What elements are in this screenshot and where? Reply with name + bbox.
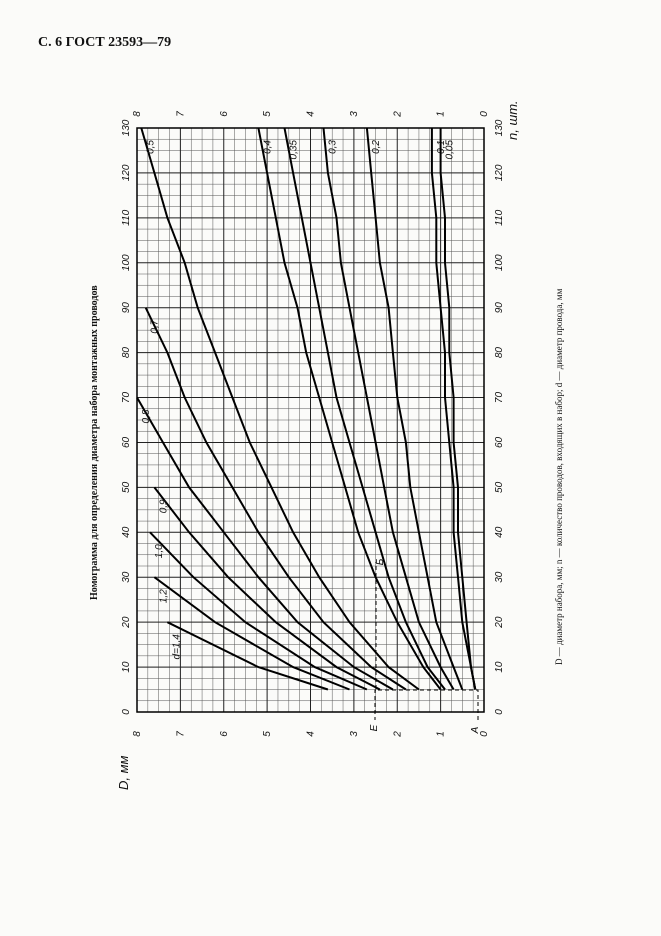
y-tick-label: 5	[262, 731, 273, 737]
curve-label: 1,2	[158, 589, 169, 603]
y-tick-label: 0	[479, 731, 490, 737]
curve	[144, 307, 407, 691]
curve	[149, 531, 368, 691]
x-tick-label-right: 90	[494, 302, 505, 314]
x-tick-label: 80	[121, 347, 132, 359]
x-tick-label-right: 130	[494, 119, 505, 136]
y-tick-label: 8	[132, 731, 143, 737]
y-tick-label: 4	[306, 731, 317, 737]
x-tick-label: 40	[121, 526, 132, 538]
x-tick-label: 10	[121, 661, 132, 673]
x-tick-label-right: 80	[494, 347, 505, 359]
x-tick-label-right: 10	[494, 661, 505, 673]
x-axis-label: n, шт.	[505, 100, 520, 140]
curve-label: 0,35	[288, 140, 299, 160]
curve	[166, 621, 329, 691]
x-tick-label: 30	[121, 571, 132, 583]
y-tick-label-top: 4	[306, 111, 317, 117]
x-tick-label: 60	[121, 436, 132, 448]
x-tick-label: 130	[121, 119, 132, 136]
annotation: A	[470, 726, 481, 734]
curve-label: 0,3	[328, 140, 339, 154]
y-tick-label: 2	[392, 731, 403, 738]
x-tick-label-right: 30	[494, 571, 505, 583]
annotation: Б	[375, 558, 386, 565]
x-tick-label-right: 70	[494, 392, 505, 404]
x-tick-label-right: 50	[494, 481, 505, 493]
curve-label: 0,7	[150, 319, 161, 333]
x-tick-label: 50	[121, 481, 132, 493]
curve	[365, 127, 464, 690]
curve-label: 0,8	[141, 409, 152, 423]
curve	[430, 128, 477, 690]
curve	[153, 576, 350, 691]
x-tick-label-right: 20	[494, 616, 505, 629]
annotation: E	[369, 724, 380, 731]
x-tick-label-right: 0	[494, 709, 505, 715]
y-tick-label-top: 3	[349, 111, 360, 117]
curve	[283, 127, 446, 691]
plot-frame	[136, 127, 485, 713]
y-tick-label-top: 6	[219, 111, 230, 117]
y-tick-label-top: 2	[392, 111, 403, 118]
y-tick-label-top: 8	[132, 111, 143, 117]
curve	[322, 127, 455, 691]
x-tick-label-right: 40	[494, 526, 505, 538]
y-axis-label: D, мм	[116, 755, 131, 790]
curve-label: 1,0	[154, 544, 165, 558]
y-tick-label: 7	[175, 731, 186, 737]
page-header: С. 6 ГОСТ 23593—79	[38, 35, 171, 50]
y-tick-label-top: 7	[175, 111, 186, 117]
example-path	[374, 562, 479, 720]
y-tick-label-top: 0	[479, 111, 490, 117]
curve	[153, 486, 381, 691]
curve-label: d=1,4	[171, 634, 182, 660]
curve-label: 0,5	[145, 140, 156, 154]
curve	[136, 396, 394, 691]
y-tick-label: 1	[436, 731, 447, 737]
caption: D — диаметр набора, мм; n — количество п…	[554, 288, 564, 665]
x-tick-label: 120	[121, 164, 132, 181]
x-tick-label-right: 60	[494, 436, 505, 448]
x-tick-label: 0	[121, 709, 132, 715]
curve-label: 0,4	[262, 140, 273, 154]
curve-label: 0,05	[445, 140, 456, 160]
curve	[257, 127, 442, 691]
x-tick-label: 20	[121, 616, 132, 629]
x-tick-label-right: 120	[494, 164, 505, 181]
x-tick-label: 110	[121, 209, 132, 225]
curve-label: 0,9	[158, 499, 169, 513]
x-tick-label: 90	[121, 302, 132, 314]
y-tick-label: 6	[219, 731, 230, 737]
x-tick-label: 70	[121, 392, 132, 404]
y-tick-label: 3	[349, 731, 360, 737]
curve	[140, 127, 420, 691]
y-tick-label-top: 5	[262, 111, 273, 117]
x-tick-label-right: 110	[494, 209, 505, 225]
y-tick-label-top: 1	[436, 111, 447, 117]
chart-title: Номограмма для определения диаметра набо…	[89, 285, 100, 600]
curve	[439, 128, 477, 690]
x-tick-label: 100	[121, 254, 132, 271]
curve-label: 0,2	[371, 140, 382, 154]
x-tick-label-right: 100	[494, 254, 505, 271]
